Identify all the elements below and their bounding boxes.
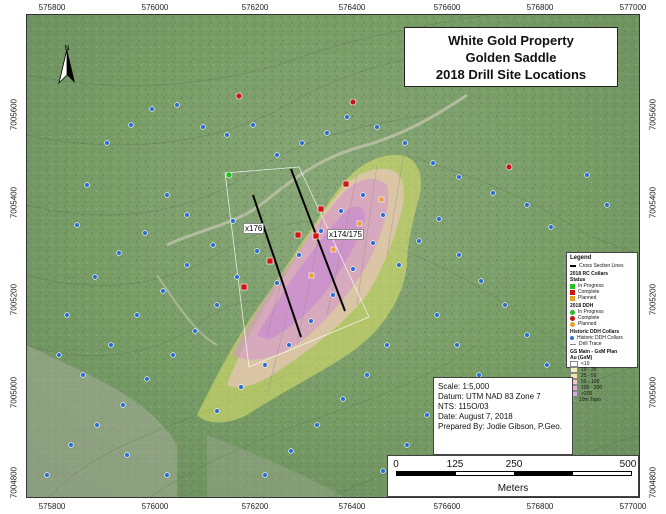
legend: Legend Cross Section Lines 2018 RC Colla… bbox=[566, 252, 638, 403]
rc-collars-planned bbox=[308, 196, 385, 279]
info-prepared: Prepared By: Jodie Gibson, P.Geo. bbox=[438, 422, 562, 431]
info-date: Date: August 7, 2018 bbox=[438, 412, 513, 421]
section-label-x174-175: x174/175 bbox=[327, 229, 364, 240]
drill-traces bbox=[116, 134, 428, 396]
legend-hist-header: Historic DDH Collars bbox=[570, 329, 620, 335]
legend-item-ddh-planned: Planned bbox=[570, 321, 634, 327]
legend-item-ddh-in-progress: In Progress bbox=[570, 309, 634, 315]
easting-tick-bottom: 576800 bbox=[526, 502, 554, 511]
northing-tick-left: 7005200 bbox=[9, 283, 19, 316]
legend-gs-sub: Au (GxM) bbox=[570, 355, 593, 361]
rc-collars-complete bbox=[240, 180, 350, 291]
ddh-complete bbox=[349, 98, 357, 106]
northing-tick-left: 7004800 bbox=[9, 466, 19, 499]
legend-item-rc-planned: Planned bbox=[570, 295, 634, 301]
ddh-complete bbox=[505, 163, 513, 171]
map-title: White Gold Property Golden Saddle 2018 D… bbox=[404, 27, 618, 87]
square-swatch-icon bbox=[570, 289, 575, 295]
legend-item-rc-in-progress: In Progress bbox=[570, 283, 634, 289]
section-label-x176: x176 bbox=[243, 223, 265, 234]
cross-section-line-x176 bbox=[252, 194, 302, 338]
scale-label-125: 125 bbox=[446, 459, 464, 470]
easting-tick-bottom: 576600 bbox=[433, 502, 461, 511]
scale-bar-graphic bbox=[396, 471, 632, 476]
scale-label-0: 0 bbox=[393, 459, 399, 470]
legend-item-topo: 10m Topo bbox=[570, 397, 634, 403]
square-swatch-icon bbox=[570, 295, 575, 301]
title-line-2: Golden Saddle bbox=[465, 50, 557, 65]
north-arrow-icon: N bbox=[58, 45, 75, 85]
easting-tick-bottom: 575800 bbox=[38, 502, 66, 511]
legend-rc-status: Status bbox=[570, 277, 586, 283]
circle-swatch-icon bbox=[570, 336, 574, 340]
easting-tick-bottom: 577000 bbox=[619, 502, 647, 511]
cross-section-line-x174-175 bbox=[290, 168, 346, 312]
legend-item-cross-section: Cross Section Lines bbox=[570, 263, 634, 269]
line-swatch-icon bbox=[570, 343, 576, 345]
circle-swatch-icon bbox=[570, 321, 575, 327]
legend-rc-header: 2018 RC Collars bbox=[570, 271, 609, 277]
svg-text:N: N bbox=[64, 45, 69, 52]
ddh-in-progress bbox=[225, 171, 233, 179]
northing-tick-left: 7005400 bbox=[9, 186, 19, 219]
easting-tick-bottom: 576400 bbox=[338, 502, 366, 511]
historic-ddh-collars bbox=[44, 102, 610, 478]
legend-item-rc-complete: Complete bbox=[570, 289, 634, 295]
ddh-complete bbox=[235, 92, 243, 100]
scale-label-500: 500 bbox=[619, 459, 637, 470]
easting-tick-top: 577000 bbox=[619, 3, 647, 12]
fill-swatch-icon bbox=[570, 373, 578, 379]
northing-tick-right: 7004800 bbox=[648, 466, 658, 499]
easting-tick-bottom: 576200 bbox=[241, 502, 269, 511]
circle-swatch-icon bbox=[570, 315, 575, 321]
info-nts: NTS: 115O/03 bbox=[438, 402, 489, 411]
northing-tick-left: 7005600 bbox=[9, 98, 19, 131]
easting-tick-top: 575800 bbox=[38, 3, 66, 12]
title-line-3: 2018 Drill Site Locations bbox=[435, 67, 587, 82]
road bbox=[166, 93, 468, 247]
legend-item-ddh-complete: Complete bbox=[570, 315, 634, 321]
easting-tick-bottom: 576000 bbox=[141, 502, 169, 511]
legend-item-grade-0: <10 bbox=[570, 361, 634, 367]
legend-title: Legend bbox=[570, 255, 592, 261]
easting-tick-top: 576400 bbox=[338, 3, 366, 12]
legend-item-historic-collar: Historic DDH Collars bbox=[570, 335, 634, 341]
fill-swatch-icon bbox=[570, 361, 578, 367]
northing-tick-right: 7005000 bbox=[648, 376, 658, 409]
legend-item-grade-2: 25 - 50 bbox=[570, 373, 634, 379]
line-swatch-icon bbox=[570, 265, 576, 267]
northing-tick-right: 7005200 bbox=[648, 283, 658, 316]
northing-tick-right: 7005600 bbox=[648, 98, 658, 131]
title-line-1: White Gold Property bbox=[448, 33, 574, 48]
square-swatch-icon bbox=[570, 283, 575, 289]
legend-ddh-header: 2018 DDH bbox=[570, 303, 594, 309]
easting-tick-top: 576800 bbox=[526, 3, 554, 12]
scale-label-250: 250 bbox=[505, 459, 523, 470]
map-info-box: Scale: 1:5,000 Datum: UTM NAD 83 Zone 7 … bbox=[433, 377, 573, 455]
circle-swatch-icon bbox=[570, 309, 575, 315]
easting-tick-top: 576000 bbox=[141, 3, 169, 12]
legend-gs-header: GS Main - GxM Plan bbox=[570, 349, 618, 355]
info-datum: Datum: UTM NAD 83 Zone 7 bbox=[438, 392, 541, 401]
scale-bar: 0 125 250 500 Meters bbox=[387, 455, 639, 497]
legend-item-grade-1: 10 - 25 bbox=[570, 367, 634, 373]
northing-tick-left: 7005000 bbox=[9, 376, 19, 409]
scale-units: Meters bbox=[497, 483, 529, 494]
info-scale: Scale: 1:5,000 bbox=[438, 382, 490, 391]
easting-tick-top: 576200 bbox=[241, 3, 269, 12]
northing-tick-right: 7005400 bbox=[648, 186, 658, 219]
fill-swatch-icon bbox=[570, 367, 578, 373]
line-swatch-icon bbox=[570, 399, 576, 401]
legend-item-drill-trace: Drill Trace bbox=[570, 341, 634, 347]
easting-tick-top: 576600 bbox=[433, 3, 461, 12]
cross-section-outline bbox=[224, 166, 370, 368]
